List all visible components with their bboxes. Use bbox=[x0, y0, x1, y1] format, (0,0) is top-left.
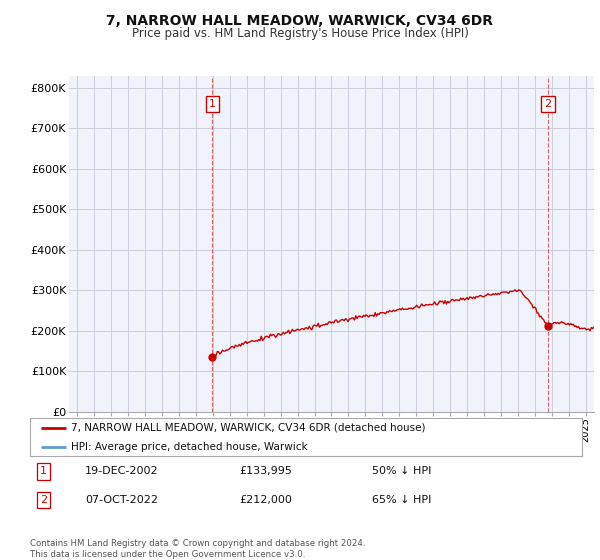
Text: 07-OCT-2022: 07-OCT-2022 bbox=[85, 495, 158, 505]
Text: 1: 1 bbox=[209, 99, 216, 109]
Text: 19-DEC-2002: 19-DEC-2002 bbox=[85, 466, 159, 477]
Text: 2: 2 bbox=[40, 495, 47, 505]
Text: Price paid vs. HM Land Registry's House Price Index (HPI): Price paid vs. HM Land Registry's House … bbox=[131, 27, 469, 40]
Text: £212,000: £212,000 bbox=[240, 495, 293, 505]
Text: 1: 1 bbox=[40, 466, 47, 477]
Text: Contains HM Land Registry data © Crown copyright and database right 2024.
This d: Contains HM Land Registry data © Crown c… bbox=[30, 539, 365, 559]
Text: 7, NARROW HALL MEADOW, WARWICK, CV34 6DR (detached house): 7, NARROW HALL MEADOW, WARWICK, CV34 6DR… bbox=[71, 423, 426, 433]
Text: 7, NARROW HALL MEADOW, WARWICK, CV34 6DR: 7, NARROW HALL MEADOW, WARWICK, CV34 6DR bbox=[107, 14, 493, 28]
Text: HPI: Average price, detached house, Warwick: HPI: Average price, detached house, Warw… bbox=[71, 442, 308, 452]
Text: 2: 2 bbox=[544, 99, 551, 109]
Text: 50% ↓ HPI: 50% ↓ HPI bbox=[372, 466, 431, 477]
Text: £133,995: £133,995 bbox=[240, 466, 293, 477]
Text: 65% ↓ HPI: 65% ↓ HPI bbox=[372, 495, 431, 505]
